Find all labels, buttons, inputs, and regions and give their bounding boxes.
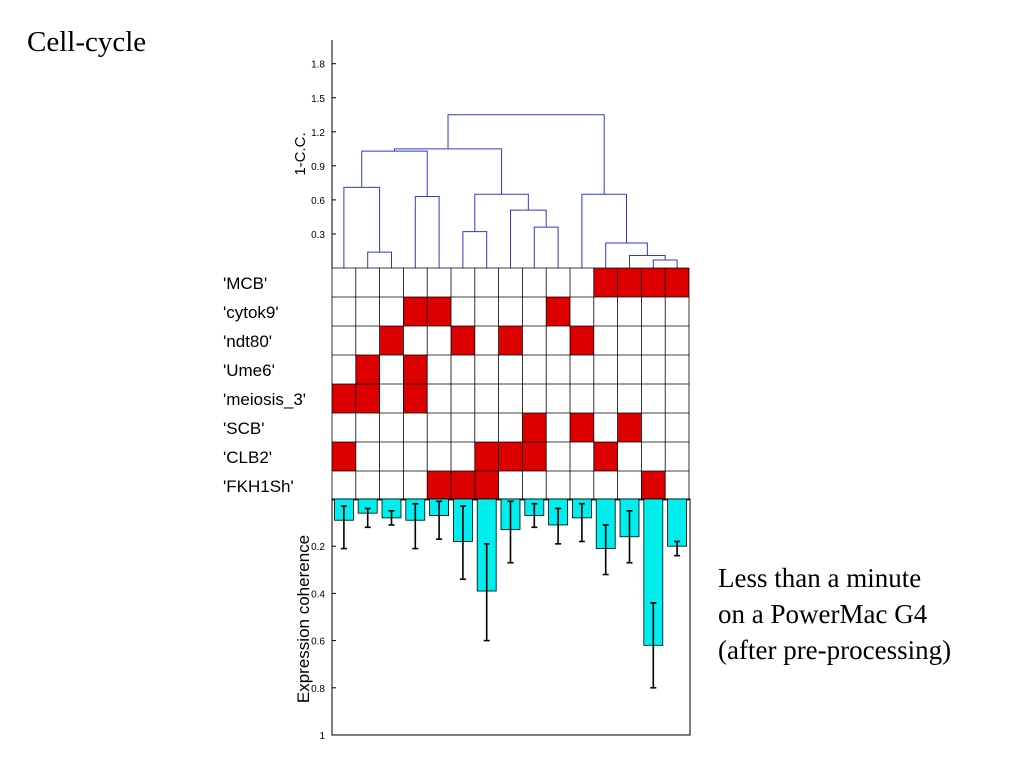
heatmap-cell-present [474,442,499,471]
dendrogram-y-axis-label: 1-C.C. [292,132,309,175]
heatmap-row-label: 'FKH1Sh' [223,477,294,496]
dendrogram-link [581,193,628,268]
heatmap-row-label: 'meiosis_3' [223,390,306,409]
dendrogram-link [462,231,488,268]
heatmap-cell-present [546,297,570,326]
heatmap-cell-present [332,384,356,413]
heatmap-row-label: 'MCB' [223,274,267,293]
heatmap-cell-present [665,268,689,297]
dendrogram-tick-label: 1.2 [311,128,325,139]
bar-chart-tick-label: 0.6 [311,637,325,648]
caption: Less than a minute on a PowerMac G4 (aft… [718,560,951,668]
heatmap-cell-present [355,384,380,413]
dendrogram-link [510,209,547,268]
dendrogram-link [367,251,392,268]
heatmap-cell-present [593,268,618,297]
dendrogram-tick-label: 0.9 [311,162,325,173]
heatmap-cells [332,268,689,500]
heatmap-row-label: 'CLB2' [223,448,272,467]
dendrogram-tick-label: 0.6 [311,196,325,207]
dendrogram-link [447,114,605,195]
dendrogram-link [361,150,428,197]
heatmap-row-label: 'ndt80' [223,332,272,351]
dendrogram-tick-label: 1.8 [311,60,325,71]
caption-line-3: (after pre-processing) [718,635,952,665]
heatmap-cell-present [617,268,642,297]
heatmap-cell-present [522,442,547,471]
dendrogram-y-ticks: 0.3 0.6 0.9 1.2 1.5 1.8 [311,60,336,241]
bar-chart-tick-label: 0.8 [311,684,325,695]
heatmap-cell-present [593,442,618,471]
heatmap-cell-present [379,326,404,355]
dendrogram: 0.3 0.6 0.9 1.2 1.5 1.8 1-C.C. [292,40,678,268]
bar [667,498,687,547]
heatmap-row-label: 'Ume6' [223,361,275,380]
heatmap-cell-present [355,355,380,384]
heatmap-cell-present [474,471,499,500]
heatmap-cell-present [617,413,642,442]
heatmap-row-label: 'SCB' [223,419,264,438]
dendrogram-link [414,195,440,268]
dendrogram-tick-label: 0.3 [311,230,325,241]
expression-coherence-chart: 0.2 0.4 0.6 0.8 1 Expression coherence [294,498,691,742]
dendrogram-link [474,193,529,232]
heatmap-row-labels: 'MCB' 'cytok9' 'ndt80' 'Ume6' 'meiosis_3' 'SC… [223,274,306,496]
heatmap-row-label: 'cytok9' [223,303,279,322]
heatmap-cell-present [522,413,547,442]
heatmap-cell-present [641,471,666,500]
caption-line-2: on a PowerMac G4 [718,599,928,629]
heatmap-cell-present [451,471,475,500]
heatmap-cell-present [570,326,594,355]
bar-chart-tick-label: 0.4 [311,589,325,600]
dendrogram-links [343,114,678,268]
bar-chart-tick-label: 1 [319,731,325,742]
heatmap-cell-present [498,326,523,355]
heatmap-cell-present [332,442,356,471]
heatmap-cell-present [427,471,451,500]
bar-chart-y-axis-label: Expression coherence [294,535,313,703]
heatmap-cell-present [498,442,523,471]
caption-line-1: Less than a minute [718,563,922,593]
heatmap-cell-present [570,413,594,442]
heatmap-cell-present [403,297,428,326]
dendrogram-link [533,226,559,268]
dendrogram-tick-label: 1.5 [311,94,325,105]
slide-title: Cell-cycle [27,26,147,58]
heatmap-cell-present [403,355,428,384]
bar-chart-tick-label: 0.2 [311,542,325,553]
dendrogram-link [629,255,666,268]
heatmap-cell-present [427,297,451,326]
heatmap-cell-present [641,268,666,297]
dendrogram-link [343,186,381,268]
heatmap-cell-present [451,326,475,355]
heatmap-cell-present [403,384,428,413]
dendrogram-link [393,148,503,195]
bar-chart-error-bars [340,500,681,689]
motif-heatmap: 'MCB' 'cytok9' 'ndt80' 'Ume6' 'meiosis_3' 'SC… [223,267,690,501]
bar-chart-y-ticks: 0.2 0.4 0.6 0.8 1 [311,542,336,742]
dendrogram-link [652,259,678,268]
